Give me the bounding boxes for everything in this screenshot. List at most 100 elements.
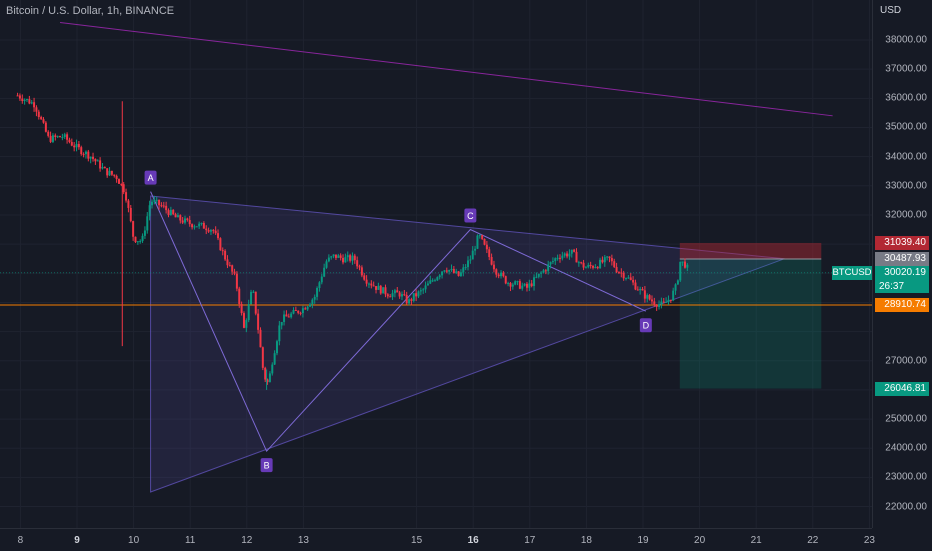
candle-body bbox=[577, 262, 580, 264]
candle-body bbox=[625, 278, 628, 280]
candle-body bbox=[73, 145, 76, 148]
candle-body bbox=[386, 294, 389, 297]
long-trendline bbox=[59, 22, 833, 117]
candle-body bbox=[617, 272, 620, 274]
candle-body bbox=[436, 277, 439, 281]
candle-body bbox=[500, 272, 503, 277]
candle-body bbox=[594, 266, 597, 268]
candle-body bbox=[148, 205, 151, 217]
candle-body bbox=[346, 255, 349, 258]
candle-body bbox=[217, 233, 220, 239]
candle-body bbox=[54, 135, 57, 138]
candle-body bbox=[176, 215, 179, 218]
candle-body bbox=[530, 283, 533, 287]
candle-body bbox=[339, 255, 342, 258]
candle-body bbox=[358, 266, 361, 268]
candle-body bbox=[266, 379, 269, 383]
candle-body bbox=[80, 147, 83, 155]
candle-body bbox=[424, 285, 427, 290]
candle-body bbox=[573, 249, 576, 252]
candle-body bbox=[42, 119, 45, 123]
candle-body bbox=[502, 272, 505, 277]
candle-body bbox=[193, 226, 196, 228]
candle-body bbox=[634, 282, 637, 290]
candle-body bbox=[89, 156, 92, 159]
time-tick-label: 16 bbox=[467, 535, 479, 546]
candle-body bbox=[608, 256, 611, 259]
candle-body bbox=[221, 250, 224, 252]
candle-body bbox=[150, 201, 153, 206]
price-tick-label: 27000.00 bbox=[885, 355, 927, 367]
candle-body bbox=[257, 313, 260, 330]
triangle-channel bbox=[150, 195, 785, 493]
candle-body bbox=[582, 262, 585, 268]
candle-body bbox=[570, 249, 573, 254]
candle-body bbox=[344, 257, 347, 263]
candle-body bbox=[40, 117, 43, 120]
candle-body bbox=[497, 274, 500, 277]
candle-body bbox=[504, 276, 507, 284]
stop-price-label: 31039.40 bbox=[875, 235, 929, 250]
candle-body bbox=[202, 223, 205, 229]
time-tick-label: 20 bbox=[694, 535, 706, 546]
candle-body bbox=[558, 257, 561, 259]
candle-body bbox=[469, 259, 472, 261]
candle-body bbox=[283, 314, 286, 322]
candle-body bbox=[396, 290, 399, 293]
candle-body bbox=[294, 309, 297, 311]
price-tick-label: 24000.00 bbox=[885, 442, 927, 454]
candle-body bbox=[342, 257, 345, 263]
candle-body bbox=[332, 254, 335, 257]
price-chart[interactable]: A B C D bbox=[0, 0, 872, 528]
candle-body bbox=[106, 168, 109, 176]
candle-body bbox=[523, 283, 526, 286]
drawing-overlays bbox=[0, 22, 872, 493]
candle-body bbox=[408, 299, 411, 304]
candle-body bbox=[77, 143, 80, 148]
candle-body bbox=[403, 294, 406, 296]
time-tick-label: 21 bbox=[750, 535, 762, 546]
candle-body bbox=[566, 253, 569, 257]
candle-body bbox=[311, 299, 314, 305]
candle-body bbox=[620, 272, 623, 274]
candle-body bbox=[195, 226, 198, 228]
candle-body bbox=[495, 269, 498, 275]
candle-body bbox=[445, 270, 448, 272]
candle-body bbox=[271, 364, 274, 374]
candle-body bbox=[400, 294, 403, 297]
candle-body bbox=[683, 261, 686, 268]
candle-body bbox=[537, 273, 540, 277]
candle-body bbox=[139, 241, 142, 243]
candle-body bbox=[207, 230, 210, 232]
candle-body bbox=[21, 98, 24, 102]
time-tick-label: 23 bbox=[863, 535, 875, 546]
candle-body bbox=[476, 235, 479, 249]
time-axis[interactable]: 8 9 10 11 12 13 15 16 17 18 19 20 21 22 23 bbox=[0, 528, 875, 551]
candle-body bbox=[365, 279, 368, 284]
candle-body bbox=[108, 170, 111, 176]
candle-body bbox=[214, 230, 217, 234]
candle-body bbox=[556, 257, 559, 259]
pattern-marker-label-b: B bbox=[264, 461, 270, 471]
currency-label: USD bbox=[880, 5, 902, 16]
candle-body bbox=[233, 271, 236, 274]
candle-body bbox=[30, 102, 33, 104]
candle-body bbox=[518, 281, 521, 289]
candle-body bbox=[66, 134, 69, 140]
candle-body bbox=[49, 135, 52, 142]
candle-body bbox=[478, 235, 481, 237]
candle-body bbox=[462, 267, 465, 273]
candle-body bbox=[669, 299, 672, 301]
price-tick-label: 34000.00 bbox=[885, 151, 927, 163]
candle-body bbox=[242, 313, 245, 328]
candle-body bbox=[485, 244, 488, 250]
time-tick-label: 22 bbox=[807, 535, 819, 546]
candle-body bbox=[676, 280, 679, 285]
candle-body bbox=[483, 238, 486, 245]
candle-body bbox=[316, 288, 319, 297]
candle-body bbox=[433, 280, 436, 282]
candle-body bbox=[23, 99, 26, 102]
time-tick-label: 10 bbox=[128, 535, 140, 546]
candle-body bbox=[219, 238, 222, 251]
candle-body bbox=[26, 99, 29, 101]
